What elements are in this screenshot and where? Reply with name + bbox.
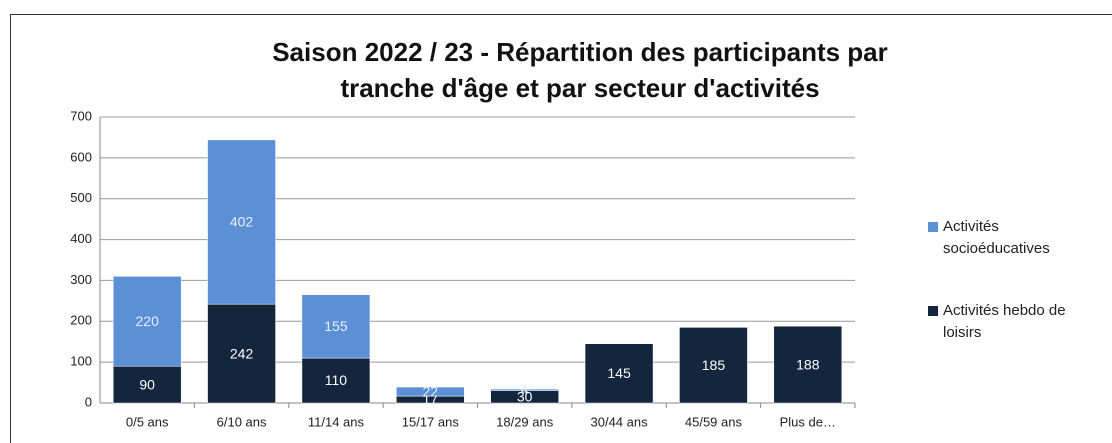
bar-segment xyxy=(396,386,465,397)
data-label: 242 xyxy=(230,345,254,361)
y-tick-label: 400 xyxy=(70,231,92,246)
x-tick-label: 0/5 ans xyxy=(126,414,169,429)
bar-segment xyxy=(490,388,559,391)
x-tick-label: 15/17 ans xyxy=(402,414,460,429)
chart-title: Saison 2022 / 23 - Répartition des parti… xyxy=(272,37,888,103)
bar-segment xyxy=(112,365,182,404)
y-tick-label: 500 xyxy=(70,190,92,205)
x-tick-label: 11/14 ans xyxy=(308,414,365,429)
data-label: 4 xyxy=(521,382,529,398)
y-tick-label: 600 xyxy=(70,149,92,164)
x-tick-label: 6/10 ans xyxy=(217,414,267,429)
data-label: 30 xyxy=(517,389,533,405)
x-tick-label: 30/44 ans xyxy=(591,414,649,429)
y-tick-label: 300 xyxy=(70,272,92,287)
legend-label: Activités socioéducatives xyxy=(943,218,1050,257)
bar-segment xyxy=(207,303,276,404)
data-label: 185 xyxy=(702,357,726,373)
bar-segment xyxy=(584,343,654,404)
y-tick-label: 0 xyxy=(85,394,92,409)
legend-item: Activités socioéducatives xyxy=(928,216,1078,260)
frame xyxy=(10,14,1112,443)
x-tick-label: Plus de… xyxy=(780,414,836,429)
data-label: 220 xyxy=(136,313,160,329)
x-tick-label: 45/59 ans xyxy=(685,414,743,429)
y-tick-label: 700 xyxy=(70,108,92,123)
data-label: 145 xyxy=(607,365,631,381)
bar-segment xyxy=(301,357,371,404)
legend-label: Activités hebdo de loisirs xyxy=(943,302,1066,341)
x-tick-label: 18/29 ans xyxy=(496,414,554,429)
legend-item: Activités hebdo de loisirs xyxy=(928,300,1078,344)
data-label: 188 xyxy=(796,356,820,372)
legend-swatch xyxy=(928,222,938,232)
bar-segment xyxy=(679,327,748,404)
data-label: 110 xyxy=(325,372,348,388)
bar-segment xyxy=(207,139,276,305)
bar-segment xyxy=(112,276,182,367)
legend-swatch xyxy=(928,306,938,316)
bar-segment xyxy=(301,294,371,359)
data-label: 155 xyxy=(324,318,348,334)
bar-segment xyxy=(773,325,843,404)
data-label: 90 xyxy=(139,376,155,392)
y-tick-label: 100 xyxy=(70,354,92,369)
y-tick-label: 200 xyxy=(70,313,92,328)
data-label: 402 xyxy=(230,214,254,230)
data-label: 22 xyxy=(423,383,439,399)
